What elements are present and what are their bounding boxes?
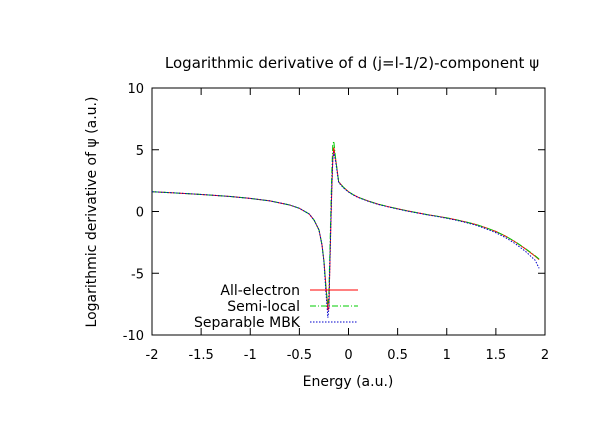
x-axis-label: Energy (a.u.) <box>303 374 394 390</box>
x-tick-label: 2 <box>541 348 549 363</box>
x-tick-label: -1 <box>244 348 257 363</box>
x-tick-label: 0 <box>344 348 352 363</box>
x-tick-label: -0.5 <box>287 348 312 363</box>
y-tick-label: 0 <box>136 206 144 221</box>
y-tick-label: 5 <box>136 144 144 159</box>
legend-label: Semi-local <box>227 299 300 315</box>
x-tick-label: 1 <box>443 348 451 363</box>
legend-label: Separable MBK <box>194 315 301 331</box>
series-layer <box>151 140 540 318</box>
axis-ticks: -2 -1.5 -1 -0.5 0 0.5 1 1.5 2 -10 -5 0 5 10 <box>123 82 549 363</box>
x-tick-label: -2 <box>146 348 159 363</box>
x-tick-label: 0.5 <box>387 348 408 363</box>
legend-label: All-electron <box>220 283 300 299</box>
series-line-2 <box>151 152 540 318</box>
x-tick-label: -1.5 <box>188 348 213 363</box>
series-line-0 <box>151 147 540 311</box>
plot-area <box>151 87 546 336</box>
y-tick-label: -5 <box>131 267 144 282</box>
series-line-1 <box>151 140 540 305</box>
y-tick-label: 10 <box>127 82 144 97</box>
y-axis-label: Logarithmic derivative of ψ (a.u.) <box>84 97 100 328</box>
x-tick-label: 1.5 <box>486 348 507 363</box>
y-tick-label: -10 <box>123 329 144 344</box>
chart-title: Logarithmic derivative of d (j=l-1/2)-co… <box>165 54 539 72</box>
